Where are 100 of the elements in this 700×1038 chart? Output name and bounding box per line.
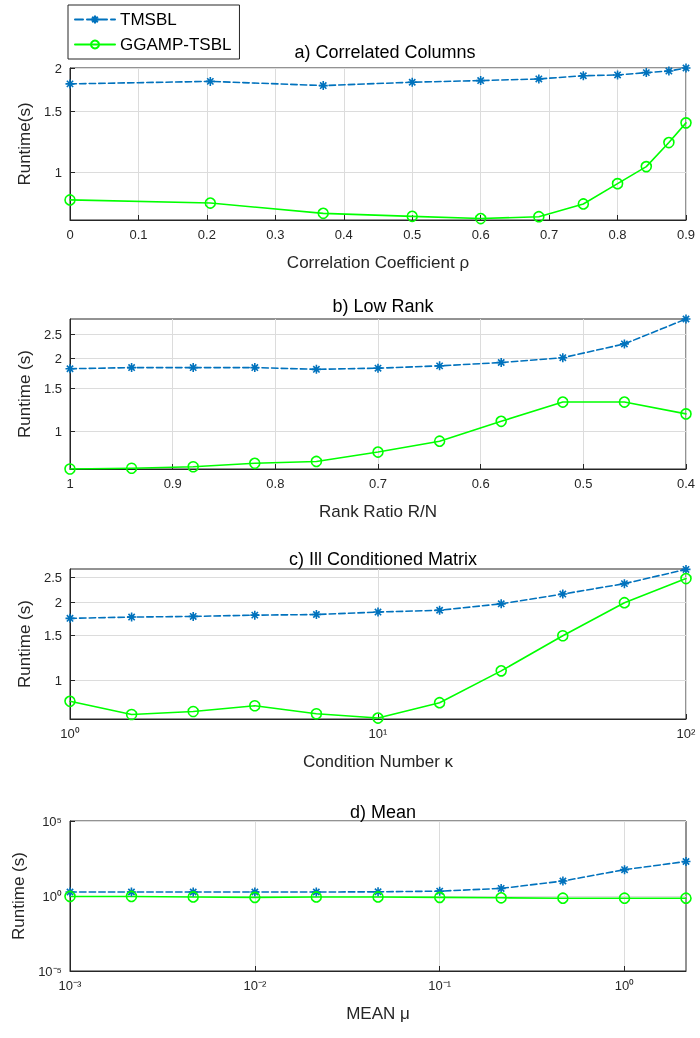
point [249, 362, 261, 373]
point [249, 891, 261, 904]
point [125, 708, 138, 721]
point [474, 212, 487, 225]
point [495, 883, 507, 894]
x-tick-label: 1 [66, 476, 74, 491]
point [557, 892, 569, 905]
y-tick-label: 2 [54, 350, 62, 366]
point [663, 136, 675, 149]
y-tick-label: 2 [54, 595, 62, 611]
point [663, 65, 675, 77]
point [680, 313, 692, 325]
point [317, 80, 329, 91]
point [372, 891, 384, 903]
point [64, 890, 76, 903]
point [557, 396, 569, 408]
point [311, 609, 322, 620]
point [249, 699, 261, 712]
x-tick-label: 0 [66, 227, 74, 242]
point [311, 364, 322, 375]
point [311, 886, 322, 898]
x-tick-label: 10¹ [368, 726, 389, 741]
x-tick-label: 0.3 [266, 227, 285, 242]
x-tick-label: 0.8 [608, 227, 627, 242]
point [310, 891, 323, 903]
point [680, 117, 692, 129]
point [249, 886, 261, 898]
y-axis-title: Runtime(s) [15, 102, 35, 186]
y-tick-label: 10⁵ [42, 813, 62, 829]
chart-title: c) Ill Conditioned Matrix [288, 549, 478, 569]
point [64, 78, 76, 90]
point [310, 455, 323, 468]
point [126, 611, 137, 623]
x-tick-label: 10⁻³ [58, 978, 83, 993]
x-tick-label: 0.2 [197, 227, 216, 242]
point [64, 886, 76, 898]
x-tick-label: 10⁻² [243, 978, 267, 993]
y-tick-label: 1.5 [43, 381, 62, 397]
x-axis-title: MEAN μ [346, 1004, 410, 1023]
point [187, 891, 200, 903]
y-tick-label: 10⁰ [42, 888, 62, 904]
y-tick-label: 2.5 [43, 327, 62, 343]
x-tick-label: 10⁰ [614, 978, 635, 993]
chart-title: d) Mean [349, 802, 417, 822]
point [619, 864, 630, 875]
x-tick-label: 0.6 [471, 476, 490, 491]
y-tick-label: 1 [54, 673, 62, 689]
point [495, 357, 507, 368]
chart-title: a) Correlated Columns [294, 42, 476, 62]
point [64, 695, 76, 708]
point [611, 177, 624, 190]
point [577, 198, 590, 210]
point [533, 210, 545, 223]
x-tick-label: 10⁻¹ [428, 978, 452, 993]
point [372, 712, 384, 724]
point [495, 665, 508, 677]
x-tick-label: 0.7 [540, 227, 559, 242]
point [126, 886, 137, 898]
point [641, 67, 652, 78]
point [204, 197, 217, 209]
point [64, 613, 76, 624]
point [187, 460, 199, 473]
point [372, 446, 384, 458]
point [533, 73, 545, 85]
x-tick-label: 0.1 [129, 227, 148, 242]
y-axis-title: Runtime (s) [15, 350, 35, 438]
legend-label: GGAMP-TSBL [120, 35, 232, 54]
point [619, 338, 630, 350]
x-axis-title: Correlation Coefficient ρ [286, 253, 470, 272]
point [619, 578, 630, 589]
point [64, 194, 76, 206]
x-tick-label: 0.8 [266, 476, 285, 491]
point [680, 572, 692, 585]
point [680, 856, 692, 867]
point [557, 352, 569, 363]
point [618, 596, 631, 609]
point [433, 435, 446, 447]
y-tick-label: 1 [54, 423, 62, 439]
point [618, 396, 631, 408]
point [557, 588, 569, 600]
y-tick-label: 2.5 [43, 570, 62, 586]
point [680, 62, 692, 74]
y-tick-label: 1.5 [43, 627, 62, 643]
point [187, 611, 199, 622]
point [372, 606, 384, 618]
point [434, 885, 445, 897]
point [475, 75, 486, 86]
point [433, 891, 446, 904]
point [125, 462, 138, 475]
x-tick-label: 0.4 [334, 227, 353, 242]
point [578, 70, 589, 82]
y-tick-label: 1.5 [43, 103, 62, 119]
x-tick-label: 0.6 [471, 227, 490, 242]
x-tick-label: 0.9 [676, 227, 696, 242]
point [495, 415, 507, 428]
x-tick-label: 0.5 [403, 227, 422, 242]
point [372, 362, 384, 374]
point [126, 362, 137, 373]
point [640, 160, 653, 173]
point [434, 604, 445, 616]
